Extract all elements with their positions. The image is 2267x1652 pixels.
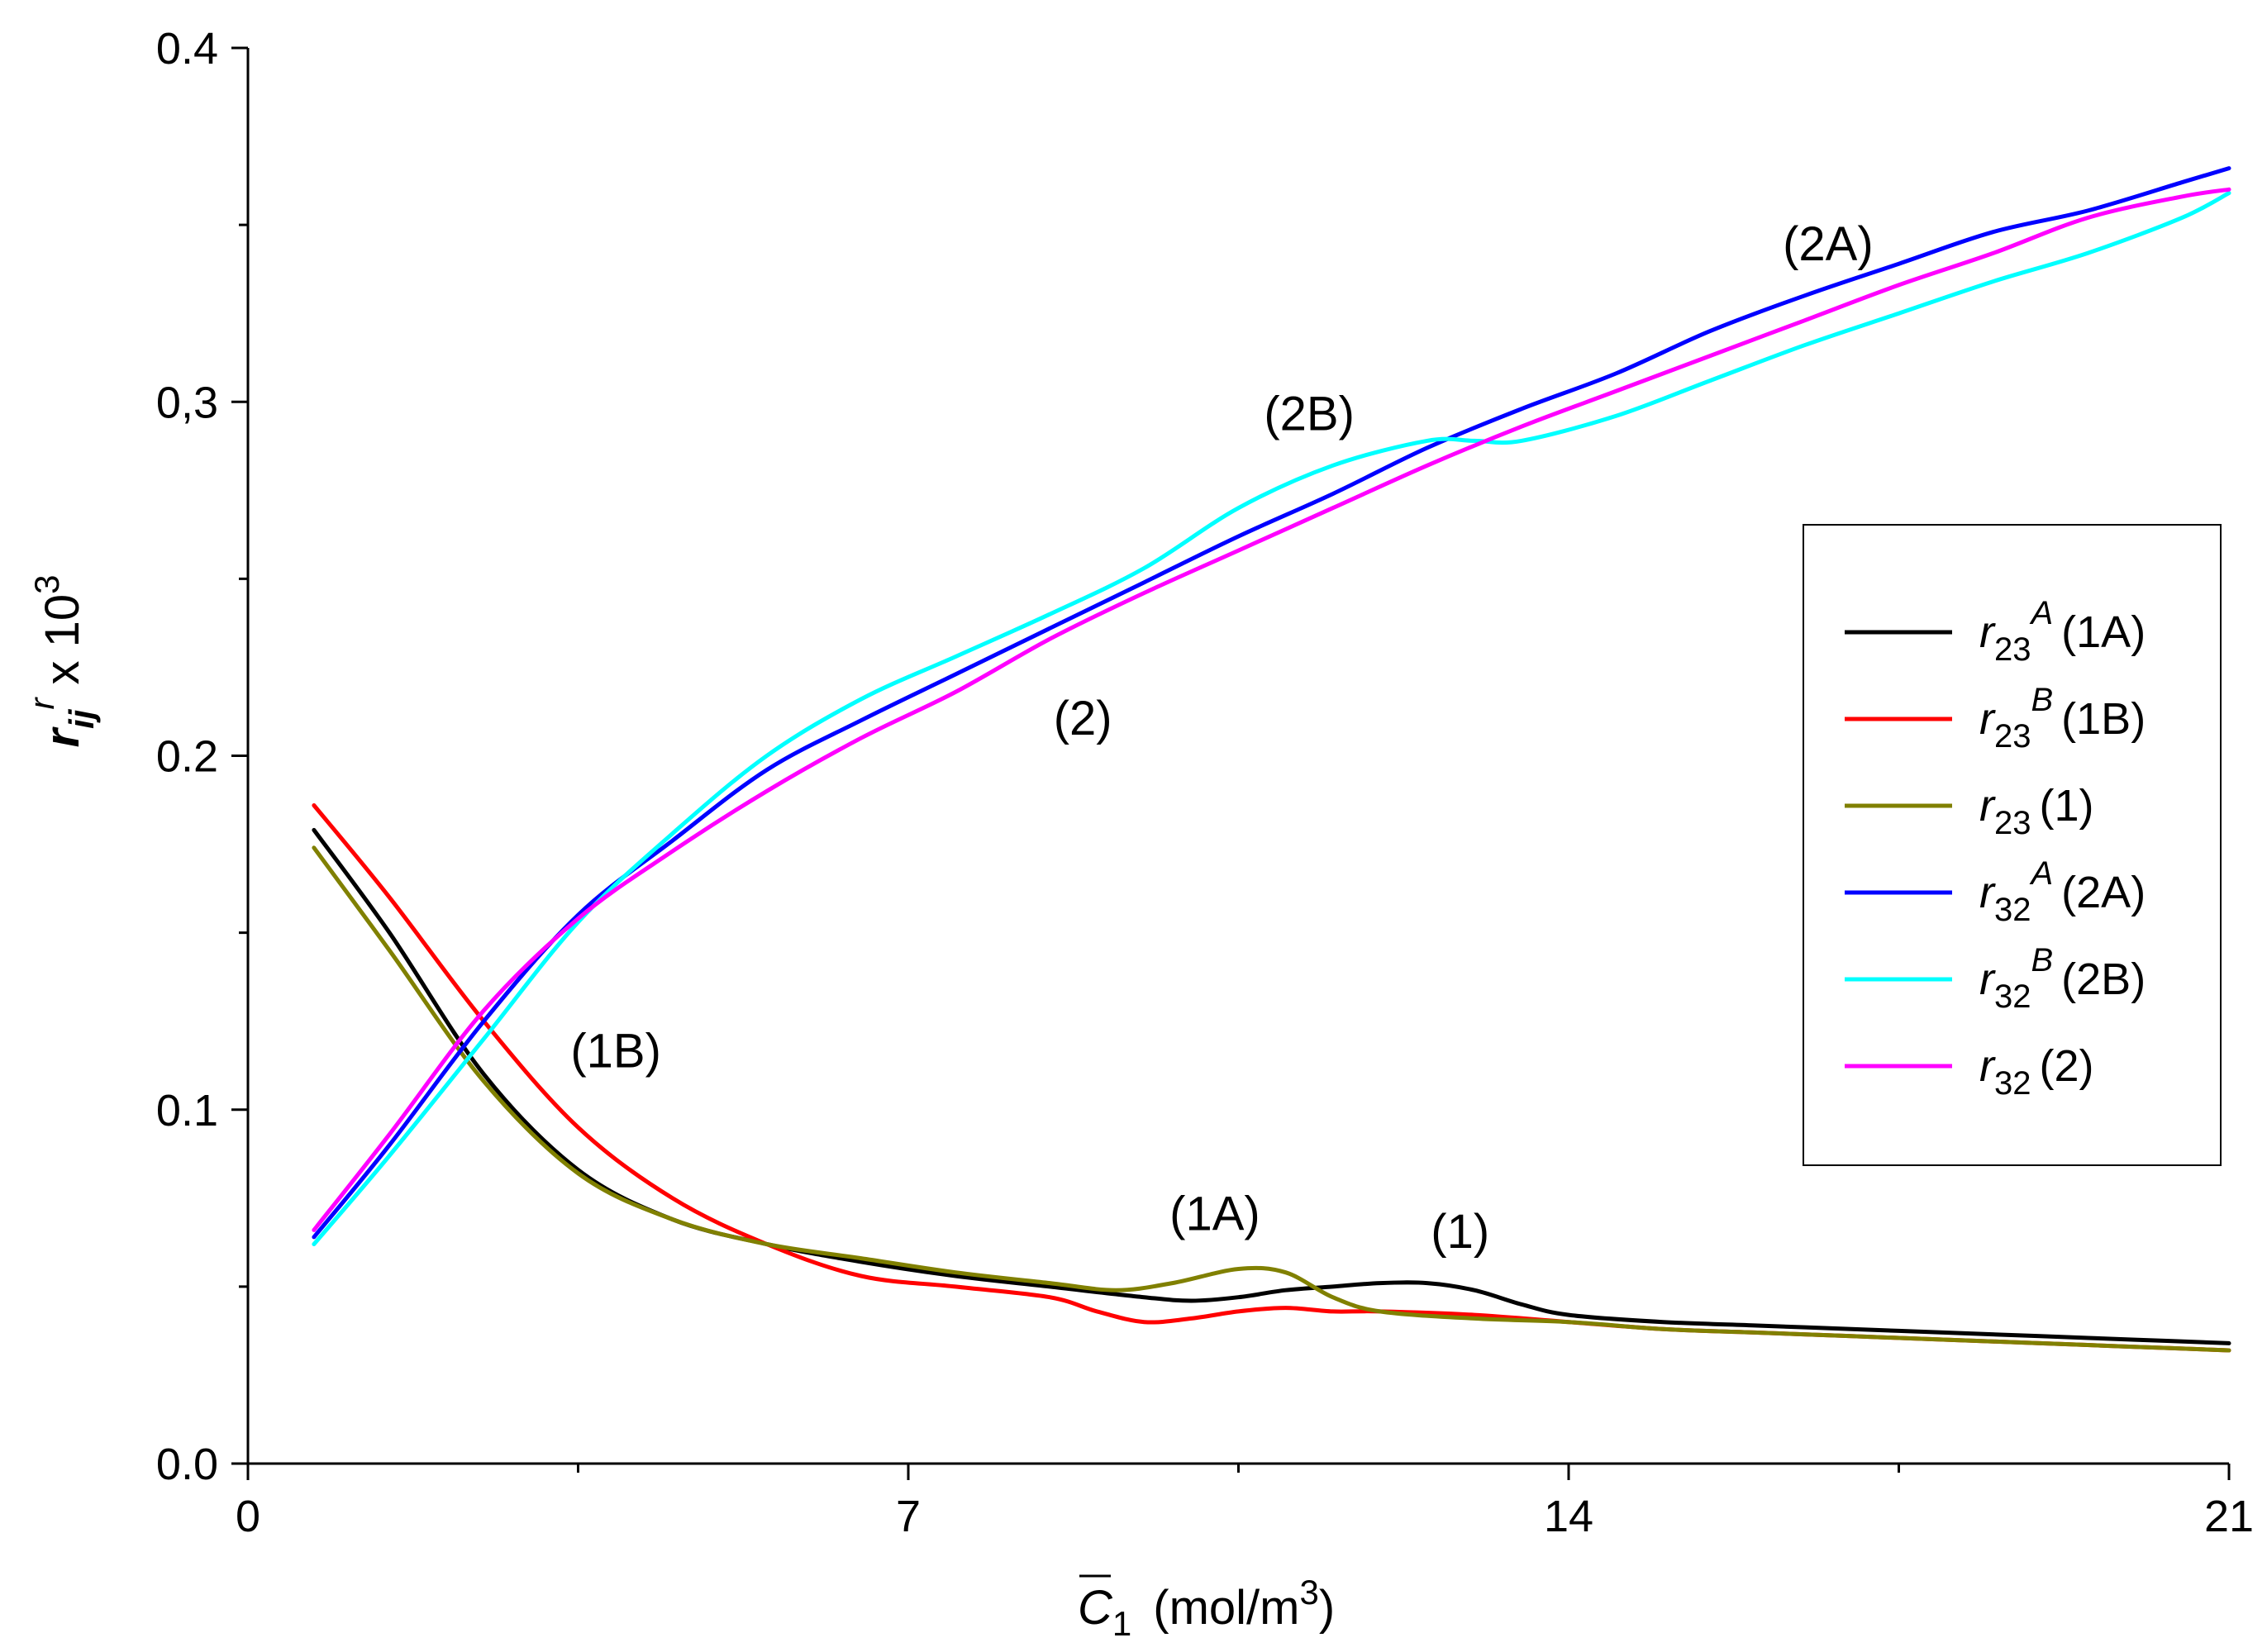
x-tick-label: 14 [1544, 1492, 1593, 1541]
x-axis-title-subscript: 1 [1112, 1604, 1131, 1643]
legend-label: r23A (1A) [1979, 595, 2146, 668]
curve-annotation: (1A) [1169, 1187, 1260, 1240]
y-axis-title-superscript: r [22, 697, 61, 710]
legend-item-r23: r23 (1) [1845, 781, 2093, 841]
x-tick-label: 21 [2204, 1492, 2254, 1541]
curve-annotation: (1) [1431, 1205, 1489, 1259]
series-line-r23 [312, 845, 2231, 1353]
curve-annotation: (2) [1054, 692, 1112, 745]
legend: r23A (1A) r23B (1B) r23 (1) r32A (2A) r32B (2B) r3… [1803, 524, 2222, 1166]
series-lines [312, 166, 2231, 1353]
y-tick-label: 0.2 [156, 732, 218, 782]
legend-label: r32B (2B) [1979, 942, 2146, 1015]
curve-annotation: (2A) [1783, 217, 1874, 271]
curve-annotations: (1B) (1A) (1) (2) (2B) (2A) [570, 217, 1873, 1259]
legend-label: r23B (1B) [1979, 682, 2146, 755]
legend-item-r32A: r32A (2A) [1845, 855, 2146, 928]
y-tick-label: 0.0 [156, 1440, 218, 1489]
legend-label: r32 (2) [1979, 1041, 2093, 1102]
axes: 0 7 14 21 0.0 0.1 0.2 0,3 0.4 [156, 24, 2254, 1541]
legend-label: r23 (1) [1979, 781, 2093, 841]
y-tick-label: 0.1 [156, 1086, 218, 1135]
svg-text:rijr x 103: rijr x 103 [22, 574, 101, 747]
x-tick-label: 0 [236, 1492, 260, 1541]
x-tick-label: 7 [896, 1492, 921, 1541]
legend-item-r32: r32 (2) [1845, 1041, 2093, 1102]
legend-item-r23B: r23B (1B) [1845, 682, 2146, 755]
x-axis-title-units-exponent: 3 [1299, 1573, 1318, 1612]
curve-annotation: (2B) [1264, 388, 1355, 441]
y-axis-title: rijr x 103 [22, 574, 101, 747]
series-line-r32A [312, 166, 2231, 1240]
y-tick-label: 0,3 [156, 378, 218, 427]
y-axis-title-exponent: 3 [27, 574, 66, 593]
x-axis-title: C1 (mol/m3) [1078, 1573, 1335, 1643]
curve-annotation: (1B) [570, 1024, 661, 1078]
x-axis-title-symbol: C [1078, 1581, 1113, 1635]
series-line-r32 [312, 187, 2231, 1232]
y-axis-title-multiplier: x 10 [36, 594, 89, 698]
y-tick-label: 0.4 [156, 24, 218, 74]
series-line-r23A [312, 827, 2231, 1345]
y-axis-title-subscript: ij [62, 708, 101, 729]
x-axis-title-units-close: ) [1319, 1581, 1335, 1635]
x-axis-title-units: (mol/m [1153, 1581, 1299, 1635]
legend-item-r23A: r23A (1A) [1845, 595, 2146, 668]
svg-text:C1(mol/m3): C1 (mol/m3) [1078, 1573, 1335, 1643]
legend-item-r32B: r32B (2B) [1845, 942, 2146, 1015]
legend-label: r32A (2A) [1979, 855, 2146, 928]
y-axis-title-symbol: r [36, 726, 89, 748]
